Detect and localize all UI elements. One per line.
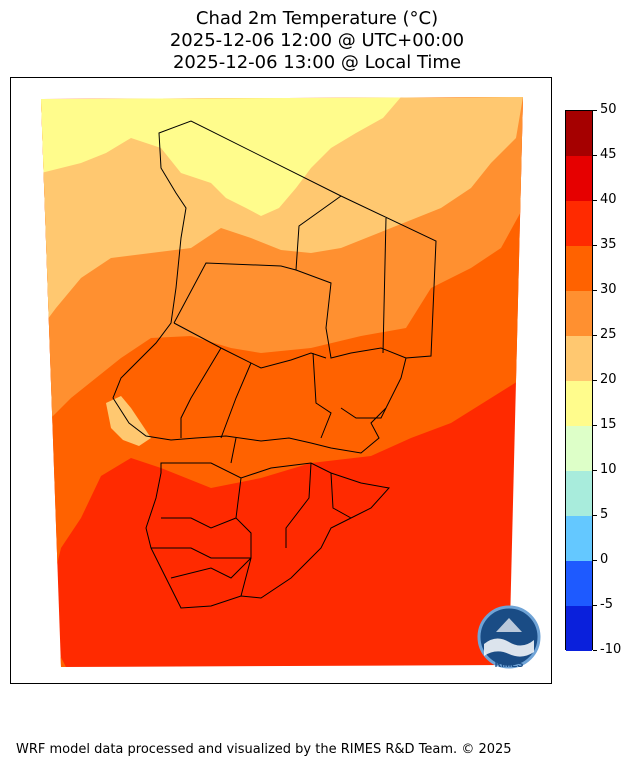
colorbar-tick-label: -5 xyxy=(600,597,613,612)
rimes-logo: RIMES xyxy=(477,605,541,669)
temp-zone-lake-chad xyxy=(106,396,151,446)
colorbar-tick-label: 30 xyxy=(600,282,617,297)
border-ennedi-east-west xyxy=(382,217,387,354)
footer-credit: WRF model data processed and visualized … xyxy=(16,742,512,757)
border-sr-6 xyxy=(170,557,252,579)
temp-zone-20-25 xyxy=(41,97,523,328)
colorbar-tick xyxy=(593,290,597,291)
colorbar-tick-label: 35 xyxy=(600,237,617,252)
colorbar xyxy=(565,110,593,651)
colorbar-segment xyxy=(566,111,592,156)
map-subtitle-local: 2025-12-06 13:00 @ Local Time xyxy=(172,52,462,73)
temp-zone-15-20 xyxy=(41,97,401,216)
colorbar-segment xyxy=(566,516,592,561)
border-north-regions xyxy=(173,262,407,359)
logo-text: RIMES xyxy=(495,659,524,669)
colorbar-tick-label: 5 xyxy=(600,507,609,522)
colorbar-segment xyxy=(566,606,592,651)
colorbar-tick xyxy=(593,245,597,246)
colorbar-tick-label: -10 xyxy=(600,642,622,657)
colorbar-segment xyxy=(566,426,592,471)
map-subtitle-utc: 2025-12-06 12:00 @ UTC+00:00 xyxy=(169,30,465,51)
colorbar-segment xyxy=(566,156,592,201)
colorbar-tick-label: 0 xyxy=(600,552,609,567)
colorbar-tick xyxy=(593,470,597,471)
border-borkou-ennedi xyxy=(295,195,342,271)
colorbar-tick xyxy=(593,200,597,201)
temperature-map xyxy=(41,97,523,667)
colorbar-tick xyxy=(593,380,597,381)
colorbar-tick-label: 10 xyxy=(600,462,617,477)
colorbar-tick-label: 15 xyxy=(600,417,617,432)
border-wadi-fira xyxy=(312,352,332,439)
colorbar-tick xyxy=(593,515,597,516)
colorbar-segment xyxy=(566,336,592,381)
colorbar-tick xyxy=(593,425,597,426)
map-title: Chad 2m Temperature (°C) xyxy=(195,8,439,29)
colorbar-tick xyxy=(593,110,597,111)
colorbar-tick xyxy=(593,560,597,561)
border-ouaddai xyxy=(340,407,387,419)
colorbar-segment xyxy=(566,291,592,336)
region-borders xyxy=(112,120,437,609)
colorbar-tick xyxy=(593,650,597,651)
colorbar-tick-label: 40 xyxy=(600,192,617,207)
border-sr-2 xyxy=(285,462,312,548)
border-kanem-lac xyxy=(180,347,222,438)
border-sr-1 xyxy=(230,437,237,464)
colorbar-tick xyxy=(593,605,597,606)
border-sr-4 xyxy=(161,517,237,529)
map-frame xyxy=(10,77,552,684)
border-sr-7 xyxy=(330,472,352,519)
colorbar-segment xyxy=(566,381,592,426)
colorbar-segment xyxy=(566,471,592,516)
colorbar-segment xyxy=(566,246,592,291)
country-border-chad xyxy=(112,120,437,454)
colorbar-tick-label: 20 xyxy=(600,372,617,387)
colorbar-tick xyxy=(593,155,597,156)
colorbar-segment xyxy=(566,201,592,246)
colorbar-tick-label: 45 xyxy=(600,147,617,162)
border-sr-3 xyxy=(235,477,252,597)
colorbar-tick-label: 25 xyxy=(600,327,617,342)
colorbar-segment xyxy=(566,561,592,606)
colorbar-tick xyxy=(593,335,597,336)
border-sr-5 xyxy=(151,547,251,559)
border-batha-west xyxy=(220,362,252,439)
colorbar-tick-label: 50 xyxy=(600,102,617,117)
